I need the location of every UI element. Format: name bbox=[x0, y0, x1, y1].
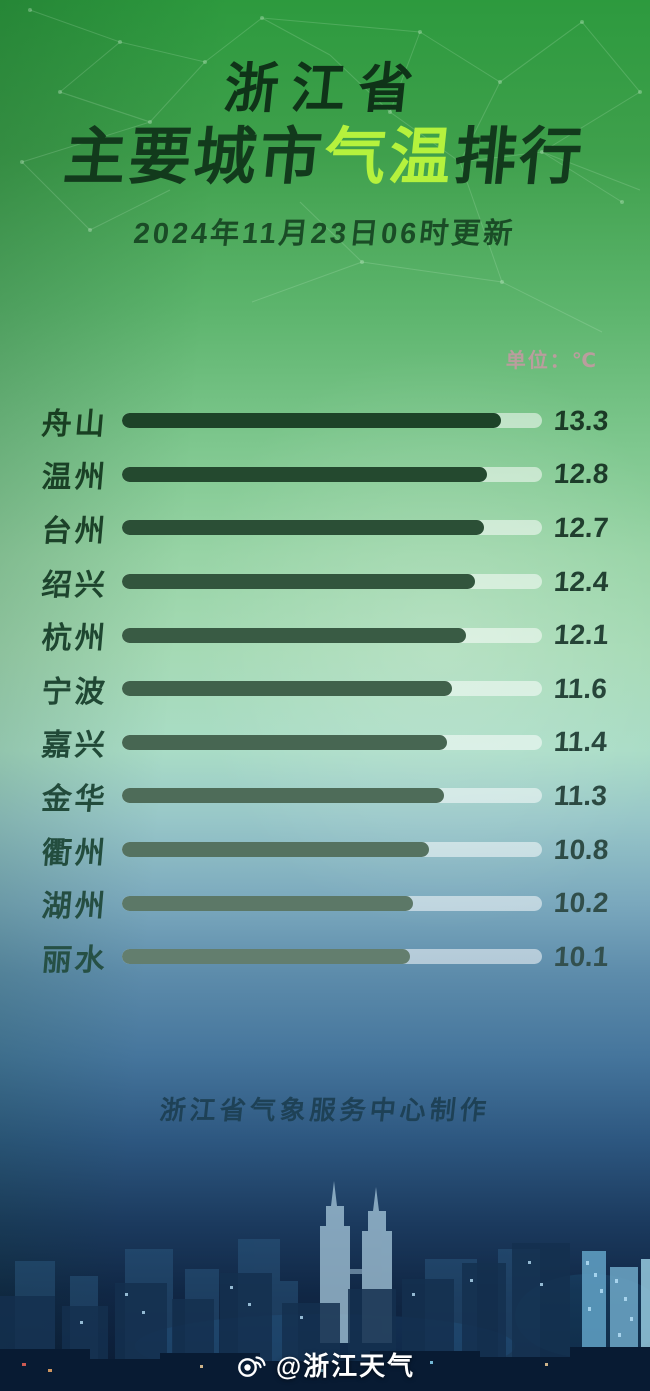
watermark-text: @浙江天气 bbox=[275, 1351, 416, 1381]
temperature-bar-chart: 舟山 13.3 温州 12.8 台州 12.7 绍兴 12.4 杭州 12.1 bbox=[0, 394, 650, 984]
city-label: 绍兴 bbox=[40, 568, 110, 602]
chart-row: 杭州 12.1 bbox=[40, 608, 612, 662]
city-label: 台州 bbox=[40, 514, 110, 548]
page-title: 主要城市气温排行 bbox=[0, 106, 650, 196]
chart-row: 丽水 10.1 bbox=[40, 930, 612, 984]
bar-fill bbox=[122, 842, 430, 858]
city-label: 温州 bbox=[40, 461, 110, 495]
title-prefix: 主要城市 bbox=[60, 123, 328, 192]
bar-fill bbox=[122, 466, 487, 482]
city-label: 湖州 bbox=[40, 890, 110, 924]
bar-fill bbox=[122, 574, 476, 590]
chart-row: 台州 12.7 bbox=[40, 501, 612, 555]
bar-fill bbox=[122, 734, 447, 750]
bar-fill bbox=[122, 627, 467, 643]
bar-track bbox=[122, 734, 542, 750]
city-skyline-illustration bbox=[0, 1181, 650, 1391]
value-label: 12.4 bbox=[552, 565, 610, 597]
chart-row: 湖州 10.2 bbox=[40, 876, 612, 930]
chart-row: 宁波 11.6 bbox=[40, 662, 612, 716]
chart-row: 嘉兴 11.4 bbox=[40, 716, 612, 770]
chart-row: 金华 11.3 bbox=[40, 769, 612, 823]
city-label: 杭州 bbox=[40, 622, 110, 656]
city-label: 舟山 bbox=[40, 407, 110, 441]
bar-track bbox=[122, 895, 542, 911]
bar-track bbox=[122, 574, 542, 590]
bar-fill bbox=[122, 413, 501, 429]
bar-track bbox=[122, 466, 542, 482]
weibo-icon bbox=[237, 1356, 266, 1377]
value-label: 10.8 bbox=[552, 833, 610, 865]
update-timestamp: 2024年11月23日06时更新 bbox=[132, 218, 518, 250]
value-label: 11.4 bbox=[552, 726, 609, 758]
bar-track bbox=[122, 413, 542, 429]
bar-fill bbox=[122, 788, 444, 804]
weibo-watermark: @浙江天气 bbox=[0, 1346, 650, 1383]
chart-row: 衢州 10.8 bbox=[40, 823, 612, 877]
value-label: 10.2 bbox=[552, 887, 610, 919]
chart-row: 舟山 13.3 bbox=[40, 394, 612, 448]
value-label: 12.7 bbox=[552, 511, 610, 543]
unit-label: 单位：℃ bbox=[505, 350, 598, 372]
value-label: 11.6 bbox=[552, 672, 609, 704]
bar-track bbox=[122, 949, 542, 965]
network-mesh-decoration bbox=[20, 8, 642, 333]
value-label: 12.8 bbox=[552, 458, 610, 490]
bar-fill bbox=[122, 681, 453, 697]
city-label: 丽水 bbox=[40, 943, 110, 977]
chart-rows: 舟山 13.3 温州 12.8 台州 12.7 绍兴 12.4 杭州 12.1 bbox=[40, 394, 612, 984]
chart-row: 绍兴 12.4 bbox=[40, 555, 612, 609]
chart-row: 温州 12.8 bbox=[40, 448, 612, 502]
bar-track bbox=[122, 520, 542, 536]
bar-track bbox=[122, 842, 542, 858]
title-suffix: 排行 bbox=[450, 123, 588, 192]
value-label: 13.3 bbox=[552, 404, 610, 436]
bar-fill bbox=[122, 520, 484, 536]
bar-fill bbox=[122, 949, 410, 965]
bar-fill bbox=[122, 895, 413, 911]
city-label: 衢州 bbox=[40, 836, 110, 870]
bar-track bbox=[122, 681, 542, 697]
value-label: 11.3 bbox=[552, 779, 609, 811]
title-highlight: 气温 bbox=[320, 123, 458, 192]
city-label: 嘉兴 bbox=[40, 729, 110, 763]
bar-track bbox=[122, 788, 542, 804]
city-label: 宁波 bbox=[40, 675, 110, 709]
value-label: 10.1 bbox=[552, 940, 610, 972]
value-label: 12.1 bbox=[552, 619, 610, 651]
bar-track bbox=[122, 627, 542, 643]
city-label: 金华 bbox=[40, 782, 110, 816]
